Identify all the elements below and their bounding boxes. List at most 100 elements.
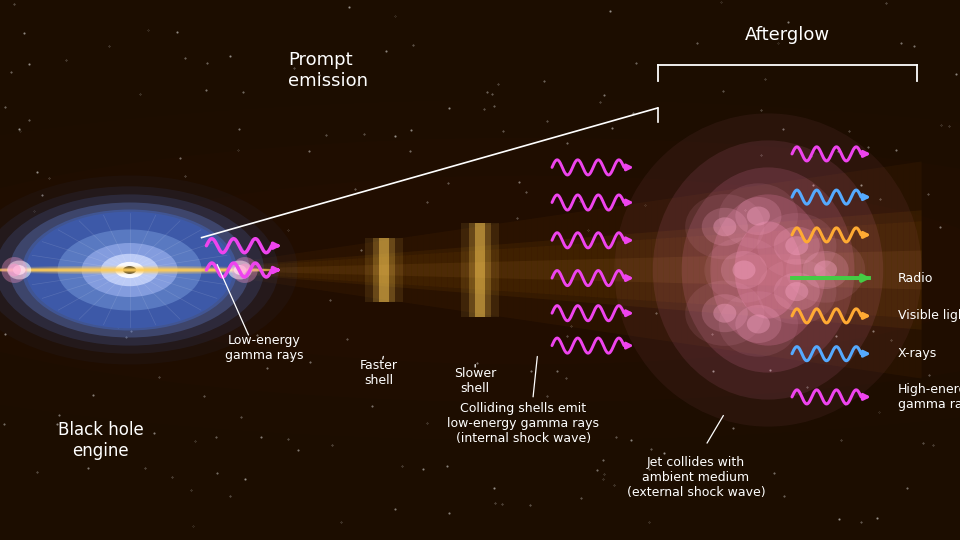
Circle shape <box>115 262 144 278</box>
Polygon shape <box>807 219 813 321</box>
Polygon shape <box>460 228 466 312</box>
Polygon shape <box>202 269 207 271</box>
Ellipse shape <box>13 265 25 275</box>
Polygon shape <box>519 242 526 298</box>
Polygon shape <box>759 223 766 317</box>
Polygon shape <box>724 226 730 314</box>
Polygon shape <box>591 209 597 331</box>
Polygon shape <box>453 230 460 310</box>
Polygon shape <box>244 260 250 280</box>
Text: Radio: Radio <box>898 272 933 285</box>
Polygon shape <box>202 266 207 274</box>
Polygon shape <box>231 268 238 272</box>
Polygon shape <box>250 264 255 276</box>
Polygon shape <box>826 253 831 287</box>
Polygon shape <box>340 257 346 283</box>
Polygon shape <box>244 268 250 272</box>
Ellipse shape <box>735 305 781 343</box>
Polygon shape <box>418 251 423 289</box>
Polygon shape <box>418 235 423 305</box>
Polygon shape <box>850 215 855 325</box>
Polygon shape <box>346 256 351 284</box>
Polygon shape <box>874 214 879 326</box>
Polygon shape <box>903 211 909 329</box>
Polygon shape <box>508 261 514 279</box>
Polygon shape <box>724 255 730 285</box>
Text: Faster
shell: Faster shell <box>360 359 398 387</box>
Text: Afterglow: Afterglow <box>745 26 829 44</box>
Polygon shape <box>621 258 628 282</box>
Polygon shape <box>789 220 796 320</box>
Polygon shape <box>754 224 759 316</box>
Polygon shape <box>351 245 357 295</box>
Polygon shape <box>898 164 903 376</box>
Polygon shape <box>586 259 591 281</box>
Polygon shape <box>255 268 261 272</box>
Polygon shape <box>580 238 586 302</box>
Polygon shape <box>538 241 543 299</box>
Circle shape <box>26 212 233 328</box>
Bar <box>365 238 403 302</box>
Polygon shape <box>309 259 316 281</box>
Polygon shape <box>255 264 261 276</box>
Ellipse shape <box>774 227 820 265</box>
Polygon shape <box>735 255 741 285</box>
Polygon shape <box>789 254 796 286</box>
Ellipse shape <box>719 183 798 249</box>
Polygon shape <box>621 234 628 306</box>
Polygon shape <box>238 261 244 279</box>
Ellipse shape <box>0 268 274 271</box>
Polygon shape <box>700 193 706 347</box>
Polygon shape <box>405 264 412 276</box>
Polygon shape <box>490 262 495 278</box>
Polygon shape <box>567 260 574 280</box>
Polygon shape <box>549 240 556 300</box>
Polygon shape <box>663 257 670 283</box>
Polygon shape <box>322 266 327 274</box>
Polygon shape <box>471 227 478 313</box>
Polygon shape <box>238 265 244 275</box>
Polygon shape <box>868 252 874 288</box>
Polygon shape <box>423 234 430 306</box>
Polygon shape <box>286 254 292 286</box>
Polygon shape <box>898 212 903 328</box>
Polygon shape <box>292 253 298 287</box>
Polygon shape <box>628 258 634 282</box>
Polygon shape <box>399 264 405 276</box>
Polygon shape <box>226 269 231 271</box>
Polygon shape <box>645 201 652 339</box>
Polygon shape <box>495 223 501 317</box>
Polygon shape <box>543 260 549 280</box>
Polygon shape <box>885 213 892 327</box>
Polygon shape <box>466 247 471 293</box>
Polygon shape <box>783 181 789 359</box>
Polygon shape <box>916 210 922 330</box>
Ellipse shape <box>732 260 756 280</box>
Polygon shape <box>687 195 693 345</box>
Polygon shape <box>261 258 268 282</box>
Polygon shape <box>412 235 418 305</box>
Polygon shape <box>370 265 375 275</box>
Polygon shape <box>735 225 741 315</box>
Polygon shape <box>717 256 724 284</box>
Circle shape <box>0 176 298 364</box>
Polygon shape <box>844 252 850 288</box>
Polygon shape <box>885 166 892 374</box>
Polygon shape <box>730 189 735 351</box>
Polygon shape <box>478 226 484 314</box>
Ellipse shape <box>8 261 31 280</box>
Polygon shape <box>207 269 213 271</box>
Polygon shape <box>316 259 322 281</box>
Polygon shape <box>741 225 748 315</box>
Polygon shape <box>268 256 274 284</box>
Polygon shape <box>604 207 610 333</box>
Polygon shape <box>610 259 615 281</box>
Polygon shape <box>717 191 724 349</box>
Polygon shape <box>514 261 519 279</box>
Polygon shape <box>597 236 604 304</box>
Polygon shape <box>226 263 231 277</box>
Polygon shape <box>820 253 826 287</box>
Circle shape <box>0 186 278 354</box>
Polygon shape <box>388 239 394 301</box>
Polygon shape <box>519 220 526 320</box>
